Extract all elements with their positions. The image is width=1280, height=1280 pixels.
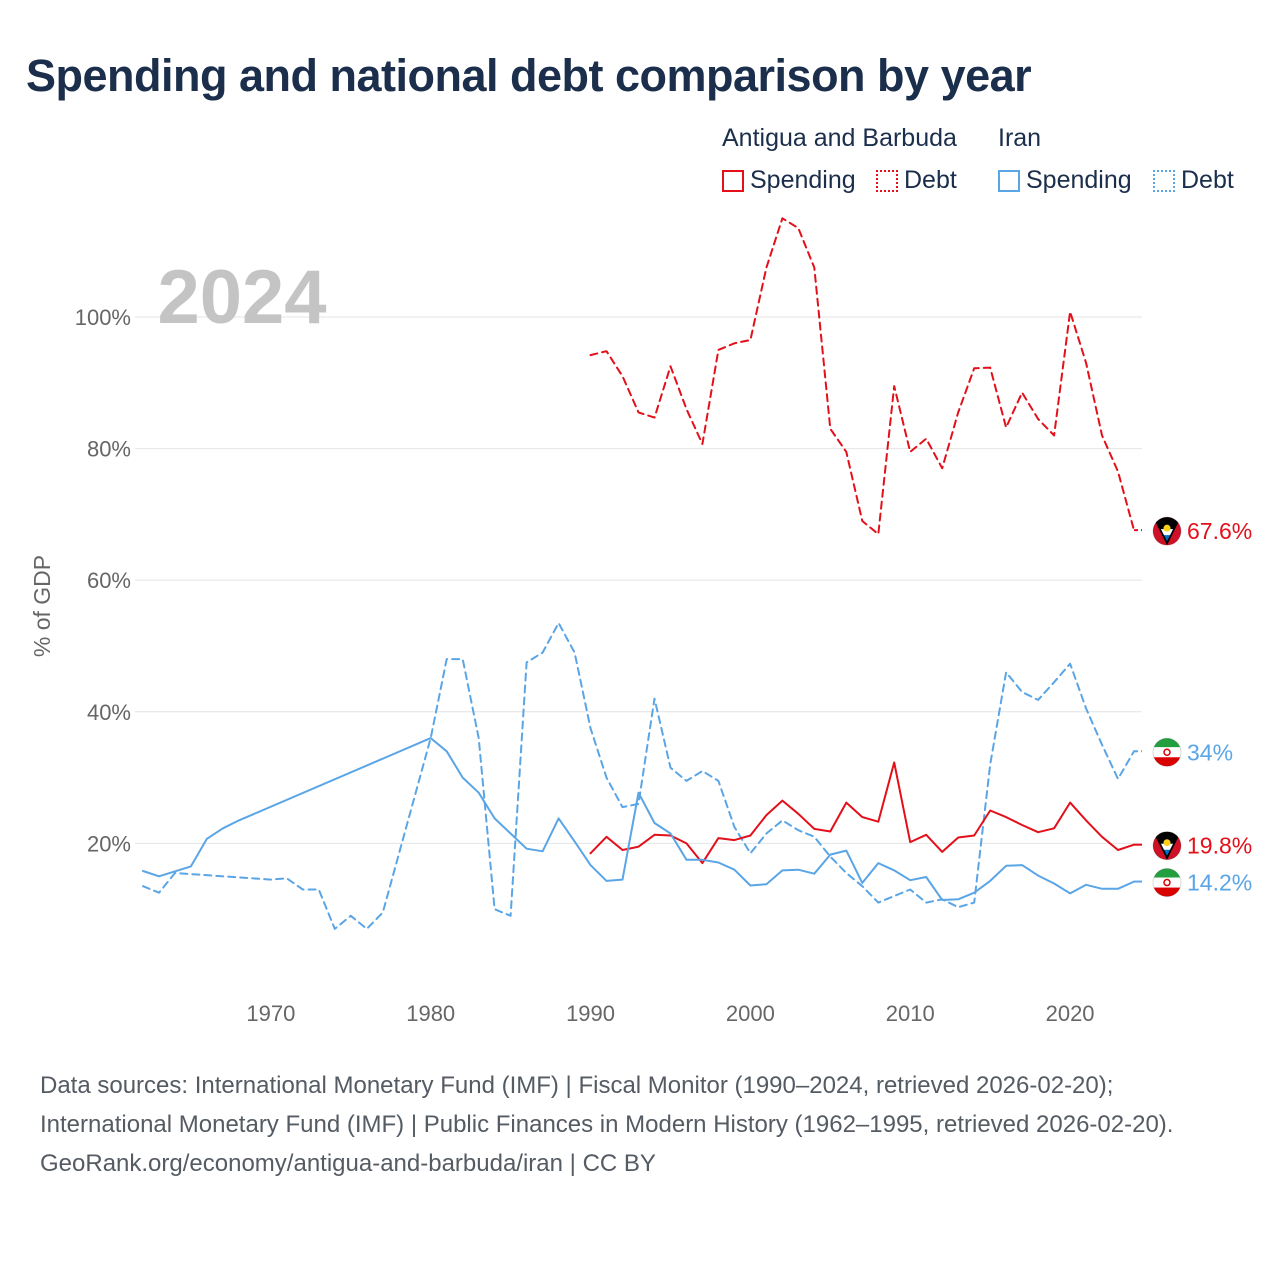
- x-tick-label: 2010: [886, 1001, 935, 1026]
- x-tick-label: 1990: [566, 1001, 615, 1026]
- x-tick-label: 1980: [406, 1001, 455, 1026]
- series-line-antigua-and-barbuda-debt: [589, 217, 1135, 536]
- antigua-flag-icon: [1152, 516, 1182, 546]
- legend-label: Debt: [904, 166, 957, 194]
- end-value-label: 14.2%: [1187, 870, 1252, 896]
- series-line-iran-spending: [142, 737, 1135, 901]
- footer: Data sources: International Monetary Fun…: [40, 1066, 1240, 1183]
- legend-label: Spending: [1026, 166, 1132, 194]
- legend-item-antigua-debt[interactable]: Debt: [876, 166, 957, 195]
- x-axis-ticks: 1970 1980 1990 2000 2010 2020: [246, 1001, 1094, 1026]
- y-tick-label: 40%: [87, 700, 131, 725]
- chart-title: Spending and national debt comparison by…: [26, 50, 1032, 101]
- x-tick-label: 2000: [726, 1001, 775, 1026]
- legend-item-iran-debt[interactable]: Debt: [1153, 166, 1234, 195]
- legend-label: Spending: [750, 166, 856, 194]
- legend-label: Debt: [1181, 166, 1234, 194]
- iran-flag-icon: [1152, 868, 1182, 898]
- solid-swatch-icon: [722, 169, 744, 192]
- x-tick-label: 2020: [1046, 1001, 1095, 1026]
- y-tick-label: 80%: [87, 437, 131, 462]
- series-line-antigua-and-barbuda-spending: [589, 761, 1135, 865]
- antigua-flag-icon: [1152, 831, 1182, 861]
- series-line-iran-debt: [142, 622, 1135, 930]
- y-tick-label: 100%: [75, 305, 131, 330]
- end-labels: 67.6% 34% 19.8% 14.2%: [1152, 516, 1252, 898]
- attribution[interactable]: GeoRank.org/economy/antigua-and-barbuda/…: [40, 1150, 656, 1177]
- y-tick-label: 20%: [87, 831, 131, 856]
- legend-item-iran-spending[interactable]: Spending: [998, 166, 1132, 195]
- dotted-swatch-icon: [876, 169, 898, 192]
- line-chart: 2024 20% 40% 60% 80% 100% 1970 1980 1990 2000 20…: [29, 217, 1252, 1026]
- y-axis-ticks: 20% 40% 60% 80% 100%: [75, 305, 131, 856]
- iran-flag-icon: [1152, 737, 1182, 767]
- end-value-label: 19.8%: [1187, 833, 1252, 859]
- legend-item-antigua-spending[interactable]: Spending: [722, 166, 856, 195]
- series-lines: [142, 217, 1143, 930]
- legend-group-iran: Iran: [998, 124, 1042, 152]
- end-value-label: 67.6%: [1187, 518, 1252, 544]
- dotted-swatch-icon: [1153, 169, 1175, 192]
- grid-lines: [135, 316, 1142, 844]
- y-tick-label: 60%: [87, 568, 131, 593]
- x-tick-label: 1970: [246, 1001, 295, 1026]
- y-axis-label: % of GDP: [29, 555, 55, 657]
- data-sources: Data sources: International Monetary Fun…: [40, 1072, 1174, 1138]
- solid-swatch-icon: [998, 169, 1020, 192]
- end-value-label: 34%: [1187, 739, 1233, 765]
- legend-group-antigua: Antigua and Barbuda: [722, 124, 957, 152]
- year-watermark: 2024: [157, 255, 326, 340]
